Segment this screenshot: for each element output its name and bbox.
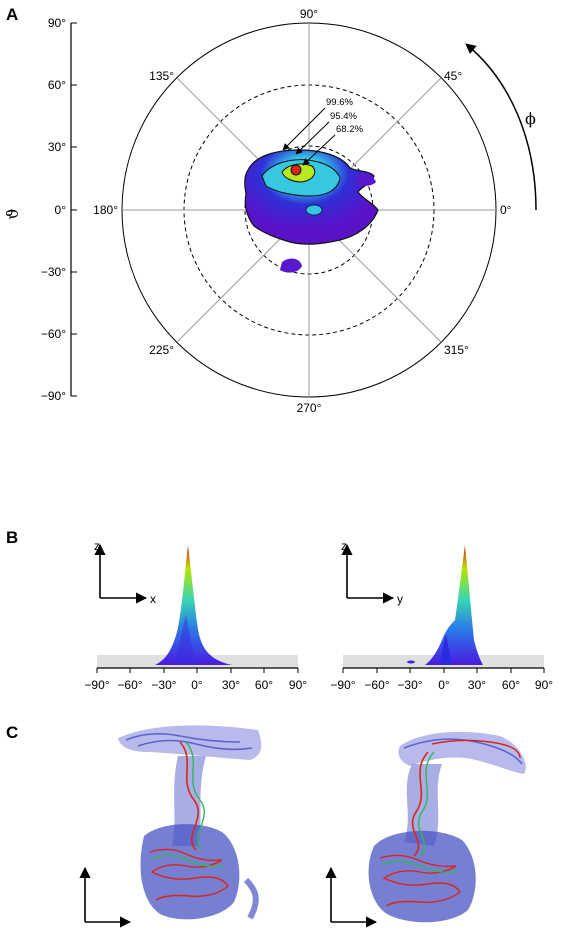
- y-label: y: [397, 592, 403, 606]
- density-island: [356, 174, 376, 186]
- phi-label-135: 135°: [149, 69, 174, 83]
- phi-label-180: 180°: [93, 203, 118, 217]
- ensemble-x: z x: [79, 725, 262, 930]
- z-label: z: [79, 863, 85, 877]
- axis-tick-label: 30°: [468, 678, 486, 692]
- axis-tick-label: −30°: [151, 678, 176, 692]
- phi-label-225: 225°: [149, 343, 174, 357]
- contour-labels: 99.6% 95.4% 68.2%: [282, 97, 363, 166]
- phi-label-0: 0°: [500, 203, 512, 217]
- axis-tick-label: 90°: [535, 678, 553, 692]
- helix-base: [368, 830, 476, 923]
- phi-symbol: ϕ: [525, 109, 536, 128]
- axis-tick-label: −90°: [330, 678, 355, 692]
- distribution-peak: [425, 545, 483, 665]
- phi-rotation-arrow: [465, 43, 537, 211]
- helix-tail: [243, 877, 259, 920]
- axis-tick-label: −60°: [117, 678, 142, 692]
- phi-label-270: 270°: [297, 401, 322, 415]
- x-label: x: [150, 592, 156, 606]
- helix-trace-red: [411, 751, 429, 857]
- axis-tick-label: 30°: [222, 678, 240, 692]
- x-label: x: [134, 916, 140, 930]
- z-label: z: [94, 539, 100, 553]
- phi-label-315: 315°: [444, 343, 469, 357]
- contour-label-95: 95.4%: [330, 111, 357, 122]
- helix-trace-red: [179, 741, 200, 851]
- helix-stem: [172, 756, 206, 846]
- theta-axis: 90° 60° 30° 0° −30° −60° −90° ϑ: [3, 16, 77, 403]
- polar-grid: [121, 22, 497, 398]
- contour-pointer: [302, 134, 336, 166]
- distribution-dot: [407, 660, 415, 664]
- theta-tick-label: 90°: [48, 16, 66, 30]
- helix-trace-red: [431, 739, 521, 759]
- helix-trace-green: [185, 741, 205, 851]
- phi-label-90: 90°: [300, 7, 318, 21]
- panel-b: B z x −90° −60° −30° 0° 30° 60° 90°: [6, 528, 553, 692]
- panel-a-letter: A: [6, 5, 18, 24]
- axis-tick-label: 60°: [502, 678, 520, 692]
- theta-tick-label: 60°: [48, 78, 66, 92]
- distribution-y: z y −90° −60° −30° 0° 30° 60° 90°: [330, 539, 553, 692]
- helix-trace-green: [151, 854, 225, 868]
- contour-pointer: [295, 121, 330, 155]
- theta-tick-label: −60°: [41, 327, 66, 341]
- distribution-shade: [440, 635, 452, 665]
- contour-label-99: 99.6%: [326, 97, 353, 108]
- z-label: z: [325, 863, 331, 877]
- theta-tick-label: −90°: [41, 389, 66, 403]
- distribution-x: z x −90° −60° −30° 0° 30° 60° 90°: [84, 539, 307, 692]
- phi-label-45: 45°: [444, 69, 462, 83]
- axis-tick-label: 60°: [255, 678, 273, 692]
- phi-labels: 0° 45° 90° 135° 180° 225° 270° 315°: [93, 7, 512, 415]
- helix-base: [140, 824, 240, 920]
- panel-a: A 90° 60° 30° 0° −30° −60° −90° ϑ: [3, 5, 537, 415]
- ensemble-y: z y: [325, 731, 526, 930]
- axis-tick-label: −90°: [84, 678, 109, 692]
- density-island: [280, 258, 302, 273]
- panel-c-letter: C: [6, 723, 18, 742]
- distribution-peak: [155, 545, 232, 665]
- contour-label-68: 68.2%: [336, 124, 363, 135]
- panel-b-letter: B: [6, 528, 18, 547]
- phi-arrow: ϕ: [465, 43, 537, 211]
- density-map: [244, 149, 379, 273]
- distribution-shade: [175, 615, 196, 665]
- contour-pointer: [282, 107, 326, 151]
- axis-tick-label: −60°: [364, 678, 389, 692]
- y-label: y: [380, 916, 386, 930]
- density-secondary: [305, 204, 323, 216]
- axis-tick-label: 0°: [191, 678, 203, 692]
- helix-trace: [403, 738, 523, 765]
- helix-trace-green: [417, 751, 435, 857]
- helix-trace-green: [381, 860, 459, 874]
- theta-axis-label: ϑ: [3, 208, 22, 219]
- panel-c: C z x: [6, 723, 526, 930]
- density-peak: [290, 164, 302, 176]
- theta-tick-label: 30°: [48, 140, 66, 154]
- helix-trace: [125, 733, 241, 743]
- theta-tick-label: 0°: [55, 203, 67, 217]
- theta-tick-label: −30°: [41, 265, 66, 279]
- axis-tick-label: 0°: [438, 678, 450, 692]
- helix-trace: [137, 739, 253, 751]
- helix-trace-red: [149, 848, 229, 901]
- helix-trace-red: [379, 854, 461, 907]
- z-label: z: [341, 539, 347, 553]
- axis-tick-label: −30°: [397, 678, 422, 692]
- axis-tick-label: 90°: [289, 678, 307, 692]
